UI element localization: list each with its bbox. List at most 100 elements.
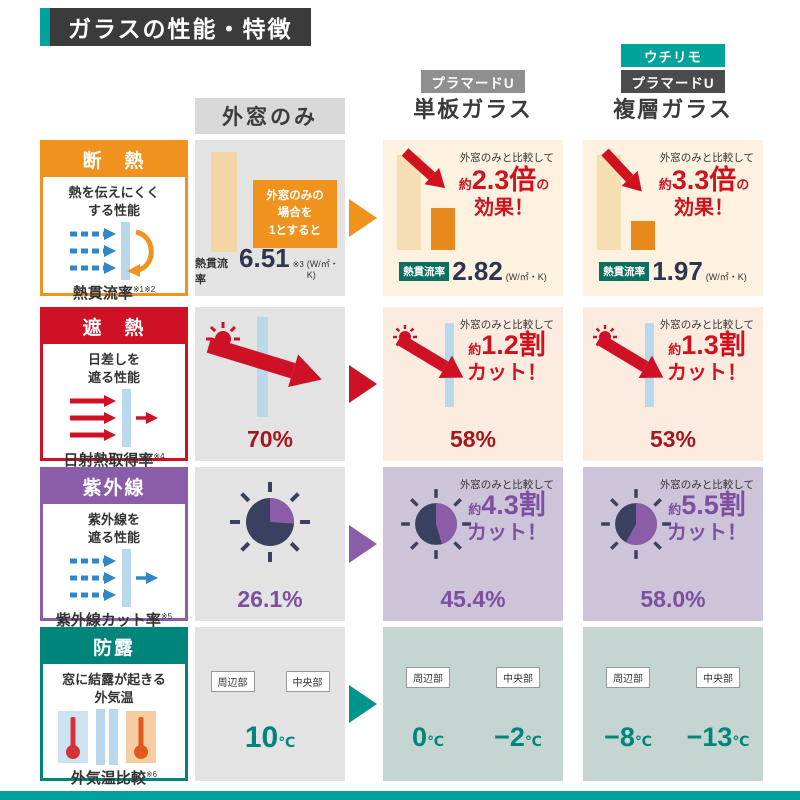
condensation-outer-temp: 10℃ — [244, 721, 296, 754]
condensation-double-cell: 周辺部 中央部 −8℃ −13℃ — [583, 627, 763, 781]
metric-text: 熱貫流率 — [72, 285, 133, 303]
shade-outer-cell: 70% — [195, 307, 345, 461]
edge-label-chip: 周辺部 — [406, 667, 450, 688]
insulation-metric-label: 熱貫流率※1※2 — [73, 282, 155, 303]
result-bar — [431, 208, 455, 250]
edge-label-chip: 周辺部 — [210, 671, 255, 692]
compare-note: 外窓のみと比較して — [659, 152, 754, 164]
effect-line2: カット！ — [667, 521, 747, 544]
edge-temp-single: 0℃ — [412, 722, 444, 752]
shade-row-title: 遮 熱 — [43, 310, 185, 344]
thermometer-icon — [58, 707, 170, 767]
shade-metric-label: 日射熱取得率※4 — [63, 449, 164, 470]
uv-sun-pie-icon — [230, 482, 310, 562]
sun-block-icon — [64, 387, 164, 449]
center-chip-wrap: 中央部 — [473, 667, 563, 688]
uv-double-effect: 約5.5割 カット！ — [657, 490, 757, 544]
heat-flow-icon-svg — [70, 222, 154, 281]
effect-line2: カット！ — [467, 521, 547, 544]
decrease-arrow-icon — [601, 148, 642, 192]
title-accent-bar — [40, 8, 50, 46]
insulation-double-metric: 熱貫流率 1.97 (W/㎡・K) — [583, 256, 763, 287]
shade-double-cell: 外窓のみと比較して 約1.3割 カット！ 53% — [583, 307, 763, 461]
compare-note: 外窓のみと比較して — [659, 479, 754, 491]
shade-single-value: 58% — [449, 426, 497, 452]
metric-label-badge: 熱貫流率 — [399, 262, 450, 281]
column-header-single-glass: 単板ガラス — [413, 97, 533, 122]
shade-single-effect: 約1.2割 カット！ — [457, 330, 557, 384]
shade-single-cell: 外窓のみと比較して 約1.2割 カット！ 58% — [383, 307, 563, 461]
heat-flow-icon — [64, 220, 164, 282]
compare-note: 外窓のみと比較して — [459, 319, 554, 331]
shade-flow-arrow — [349, 365, 377, 403]
reference-bar — [211, 152, 237, 252]
condensation-row-title: 防露 — [43, 630, 185, 664]
uv-single-effect: 約4.3割 カット！ — [457, 490, 557, 544]
metric-text: 日射熱取得率 — [63, 452, 154, 470]
reference-note: 外窓のみの 場合を 1とすると — [253, 180, 337, 248]
uv-sun-pie-icon — [401, 489, 471, 559]
insulation-single-metric: 熱貫流率 2.82 (W/㎡・K) — [383, 256, 563, 287]
condensation-metric-label: 外気温比較※6 — [71, 767, 157, 788]
u-value-unit: (W/㎡・K) — [505, 272, 547, 282]
condensation-single-cell: 周辺部 中央部 0℃ −2℃ — [383, 627, 563, 781]
uv-sun-pie-icon — [601, 489, 671, 559]
shade-label-card: 遮 熱 日差しを 遮る性能 日射熱取得率※4 — [40, 307, 188, 469]
uv-desc-line1: 紫外線を — [87, 512, 140, 527]
sun-block-icon-svg — [70, 389, 158, 448]
center-label-chip: 中央部 — [496, 667, 540, 688]
uv-desc-line2: 遮る性能 — [87, 530, 140, 546]
edge-chip-wrap: 周辺部 — [195, 671, 270, 692]
insulation-row-title: 断 熱 — [43, 143, 185, 177]
uv-outer-cell: 26.1% — [195, 467, 345, 621]
insulation-desc: 熱を伝えにくく する性能 — [69, 184, 160, 220]
center-chip-wrap: 中央部 — [673, 667, 763, 688]
metric-note: ※4 — [153, 452, 165, 462]
uv-metric-label: 紫外線カット率※5 — [56, 609, 172, 630]
effect-line1: 約2.3倍の — [458, 165, 550, 195]
effect-line1: 約1.3割 — [668, 330, 746, 360]
uv-block-icon-svg — [70, 549, 158, 608]
decrease-arrow-icon — [401, 148, 446, 189]
effect-line2: カット！ — [467, 361, 547, 384]
condensation-desc: 窓に結露が起きる 外気温 — [62, 671, 166, 707]
uv-label-card: 紫外線 紫外線を 遮る性能 紫外線カット率※5 — [40, 467, 188, 629]
insulation-label-card: 断 熱 熱を伝えにくく する性能 熱貫流率※1※2 — [40, 140, 188, 302]
page-title-block: ガラスの性能・特徴 — [40, 8, 311, 46]
footer-accent-bar — [0, 791, 800, 800]
deflected-arrow — [595, 333, 664, 378]
u-value-outer: 6.51 — [239, 243, 290, 273]
insulation-desc-line1: 熱を伝えにくく — [68, 185, 160, 200]
edge-chip-wrap: 周辺部 — [383, 667, 473, 688]
note-line2: 場合を — [277, 207, 313, 220]
compare-note: 外窓のみと比較して — [459, 152, 554, 164]
shade-double-effect: 約1.3割 カット！ — [657, 330, 757, 384]
shade-desc-line2: 遮る性能 — [87, 370, 140, 386]
uv-desc: 紫外線を 遮る性能 — [88, 511, 140, 547]
u-value-single: 2.82 — [452, 256, 503, 286]
uv-single-value: 45.4% — [440, 586, 506, 612]
badge-plamado-double: プラマードU — [621, 70, 725, 93]
shade-outer-value: 70% — [246, 426, 294, 452]
metric-text: 外気温比較 — [70, 770, 146, 788]
uv-row-title: 紫外線 — [43, 470, 185, 504]
insulation-single-cell: 外窓のみと比較して 約2.3倍の 効果！ 熱貫流率 2.82 (W/㎡・K) — [383, 140, 563, 296]
effect-line2: 効果！ — [674, 196, 734, 219]
u-value-unit: (W/㎡・K) — [705, 272, 747, 282]
shade-desc: 日差しを 遮る性能 — [88, 351, 140, 387]
column-header-double-glass: 複層ガラス — [613, 97, 733, 122]
u-value-note: ※3 — [292, 260, 304, 269]
center-label-chip: 中央部 — [696, 667, 740, 688]
compare-note: 外窓のみと比較して — [659, 319, 754, 331]
condensation-desc-line2: 外気温 — [94, 690, 134, 706]
note-line1: 外窓のみの — [266, 190, 324, 202]
metric-label: 熱貫流率 — [195, 258, 228, 286]
uv-flow-arrow — [349, 525, 377, 563]
badge-uchirimo: ウチリモ — [621, 44, 725, 67]
effect-line2: カット！ — [667, 361, 747, 384]
edge-chip-wrap: 周辺部 — [583, 667, 673, 688]
uv-block-icon — [64, 547, 164, 609]
insulation-double-effect: 約3.3倍の 効果！ — [651, 165, 757, 219]
sunlight-arrow — [206, 337, 322, 387]
